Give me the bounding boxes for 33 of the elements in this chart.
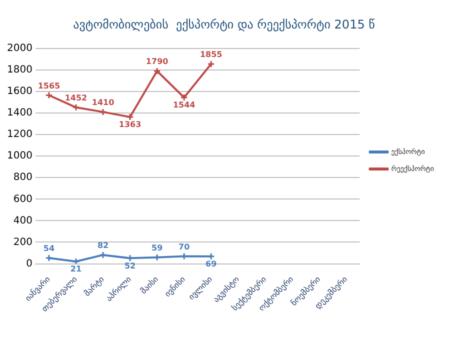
point <box>99 108 107 116</box>
data-label: 54 <box>43 244 55 254</box>
y-tick-label: 2000 <box>6 42 32 54</box>
y-tick-label: 600 <box>13 194 32 205</box>
point <box>72 258 80 264</box>
data-label: 1544 <box>172 100 196 110</box>
point <box>180 94 188 102</box>
y-tick-label: 1400 <box>6 108 32 119</box>
data-label: 52 <box>124 261 136 270</box>
data-label: 1363 <box>118 120 142 130</box>
y-tick-label: 400 <box>13 215 32 226</box>
data-label: 1565 <box>38 81 61 90</box>
point <box>126 113 134 121</box>
point <box>72 104 80 112</box>
point <box>99 251 107 259</box>
point <box>153 67 161 75</box>
data-label: 70 <box>178 242 190 252</box>
data-label: 21 <box>70 264 82 274</box>
y-tick-label: 800 <box>13 172 32 184</box>
chart-title: ავტომობილების ექსპორტი და რეექსპორტი 2015 წ <box>73 17 375 32</box>
data-label: 1410 <box>92 98 115 108</box>
data-label: 82 <box>97 241 109 250</box>
y-tick-label: 1200 <box>6 129 32 140</box>
y-tick-label: 1600 <box>6 86 32 98</box>
data-label: 1855 <box>200 50 223 60</box>
y-tick-label: 200 <box>13 236 32 248</box>
data-label: 69 <box>206 259 218 268</box>
data-label: 1790 <box>146 57 169 66</box>
y-tick-label: 1800 <box>6 64 32 76</box>
y-tick-label: 1000 <box>6 150 32 162</box>
y-tick-label: 0 <box>26 258 32 270</box>
data-label: 59 <box>151 244 164 253</box>
data-label: 1452 <box>64 93 88 102</box>
